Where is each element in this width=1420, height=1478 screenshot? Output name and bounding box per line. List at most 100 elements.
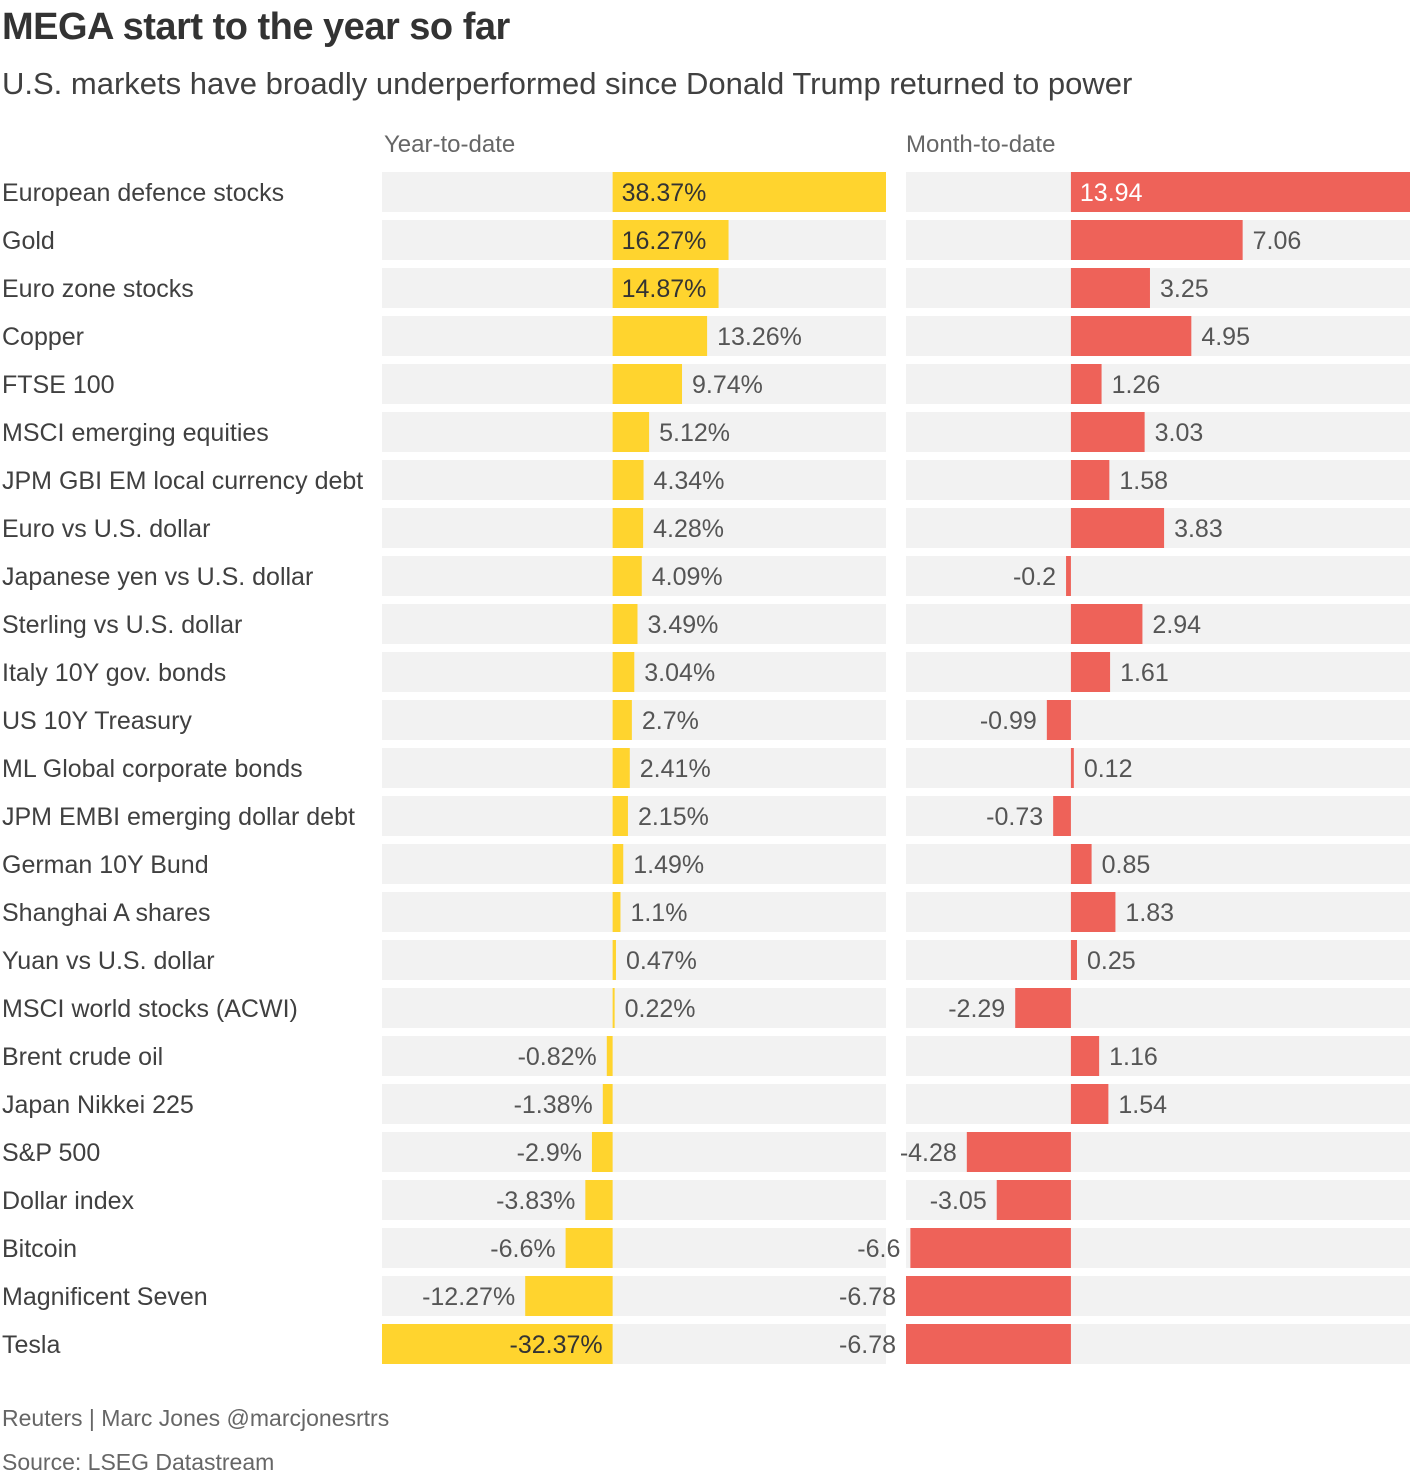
mtd-bar [1070,604,1143,644]
ytd-row-background [382,892,886,932]
mtd-bar [906,1276,1071,1316]
mtd-bar [1070,172,1410,212]
row-label: ML Global corporate bonds [2,755,303,783]
ytd-value-label: 4.34% [654,467,725,495]
ytd-value-label: 1.1% [630,899,687,927]
mtd-row-background [906,748,1410,788]
mtd-row-background [906,556,1410,596]
ytd-value-label: 2.41% [640,755,711,783]
row-label: Euro vs U.S. dollar [2,515,210,543]
ytd-value-label: 9.74% [692,371,763,399]
row-label: Japan Nikkei 225 [2,1091,194,1119]
row-label: MSCI world stocks (ACWI) [2,995,298,1023]
ytd-bar [612,892,621,932]
ytd-row-background [382,796,886,836]
ytd-value-label: 38.37% [622,179,707,207]
mtd-row-background [906,460,1410,500]
ytd-bar [606,1036,613,1076]
ytd-row-background [382,1276,886,1316]
row-label: JPM GBI EM local currency debt [2,467,363,495]
row-label: Japanese yen vs U.S. dollar [2,563,313,591]
mtd-bar [1070,364,1102,404]
row-label: JPM EMBI emerging dollar debt [2,803,355,831]
mtd-bar [1070,316,1192,356]
mtd-bar [1070,508,1165,548]
mtd-row-background [906,364,1410,404]
row-label: Sterling vs U.S. dollar [2,611,242,639]
row-label: Euro zone stocks [2,275,194,303]
mtd-bar [1070,1036,1100,1076]
mtd-bar [1070,892,1116,932]
ytd-bar [612,172,886,212]
ytd-value-label: 3.04% [644,659,715,687]
ytd-bar [612,796,628,836]
ytd-bar [612,988,615,1028]
ytd-bar [612,508,644,548]
mtd-value-label: 0.12 [1084,755,1133,783]
ytd-row-background [382,1084,886,1124]
ytd-bar [612,460,644,500]
mtd-value-label: -3.05 [930,1187,987,1215]
chart-subtitle: U.S. markets have broadly underperformed… [2,66,1133,101]
ytd-bar [612,556,642,596]
mtd-value-label: 0.25 [1087,947,1136,975]
ytd-value-label: 13.26% [717,323,802,351]
ytd-bar [602,1084,613,1124]
mtd-row-background [906,604,1410,644]
mtd-panel-title: Month-to-date [906,131,1056,158]
mtd-value-label: -0.2 [1013,563,1056,591]
ytd-value-label: -6.6% [490,1235,555,1263]
mtd-value-label: 1.58 [1119,467,1168,495]
row-label: Dollar index [2,1187,135,1215]
ytd-bar [612,220,729,260]
mtd-bar [1070,460,1110,500]
ytd-row-background [382,1228,886,1268]
mtd-row-background [906,652,1410,692]
ytd-row-background [382,1180,886,1220]
mtd-row-background [906,940,1410,980]
mtd-value-label: -6.6 [857,1235,900,1263]
mtd-bar [906,1324,1071,1364]
mtd-bar [1015,988,1071,1028]
ytd-bar [585,1180,613,1220]
mtd-bar [1070,748,1074,788]
bar-chart: European defence stocks 38.37% 13.94 Gold 16… [2,172,1410,1364]
row-label: Gold [2,227,55,255]
row-label: Italy 10Y gov. bonds [2,659,226,687]
mtd-value-label: -6.78 [839,1331,896,1359]
mtd-row-background [906,844,1410,884]
ytd-value-label: 5.12% [659,419,730,447]
mtd-value-label: 1.83 [1125,899,1174,927]
row-label: MSCI emerging equities [2,419,269,447]
ytd-row-background [382,844,886,884]
mtd-bar [1070,268,1150,308]
mtd-row-background [906,268,1410,308]
row-label: FTSE 100 [2,371,115,399]
ytd-bar [612,364,683,404]
ytd-bar [565,1228,613,1268]
ytd-value-label: -12.27% [422,1283,515,1311]
row-label: Copper [2,323,84,351]
ytd-panel-title: Year-to-date [384,131,516,158]
ytd-value-label: -32.37% [510,1331,603,1359]
ytd-value-label: 3.49% [647,611,718,639]
row-label: US 10Y Treasury [2,707,192,735]
mtd-value-label: -4.28 [900,1139,957,1167]
chart-title: MEGA start to the year so far [2,6,510,48]
mtd-row-background [906,988,1410,1028]
mtd-value-label: 1.54 [1118,1091,1167,1119]
mtd-value-label: 0.85 [1102,851,1151,879]
ytd-value-label: 4.09% [652,563,723,591]
mtd-row-background [906,412,1410,452]
mtd-bar [1046,700,1071,740]
ytd-value-label: -0.82% [518,1043,597,1071]
ytd-bar [591,1132,613,1172]
mtd-value-label: -0.99 [980,707,1037,735]
mtd-value-label: 13.94 [1080,179,1143,207]
ytd-bar [612,748,630,788]
mtd-bar [1053,796,1071,836]
mtd-row-background [906,892,1410,932]
ytd-row-background [382,1036,886,1076]
mtd-row-background [906,1036,1410,1076]
ytd-bar [612,652,635,692]
